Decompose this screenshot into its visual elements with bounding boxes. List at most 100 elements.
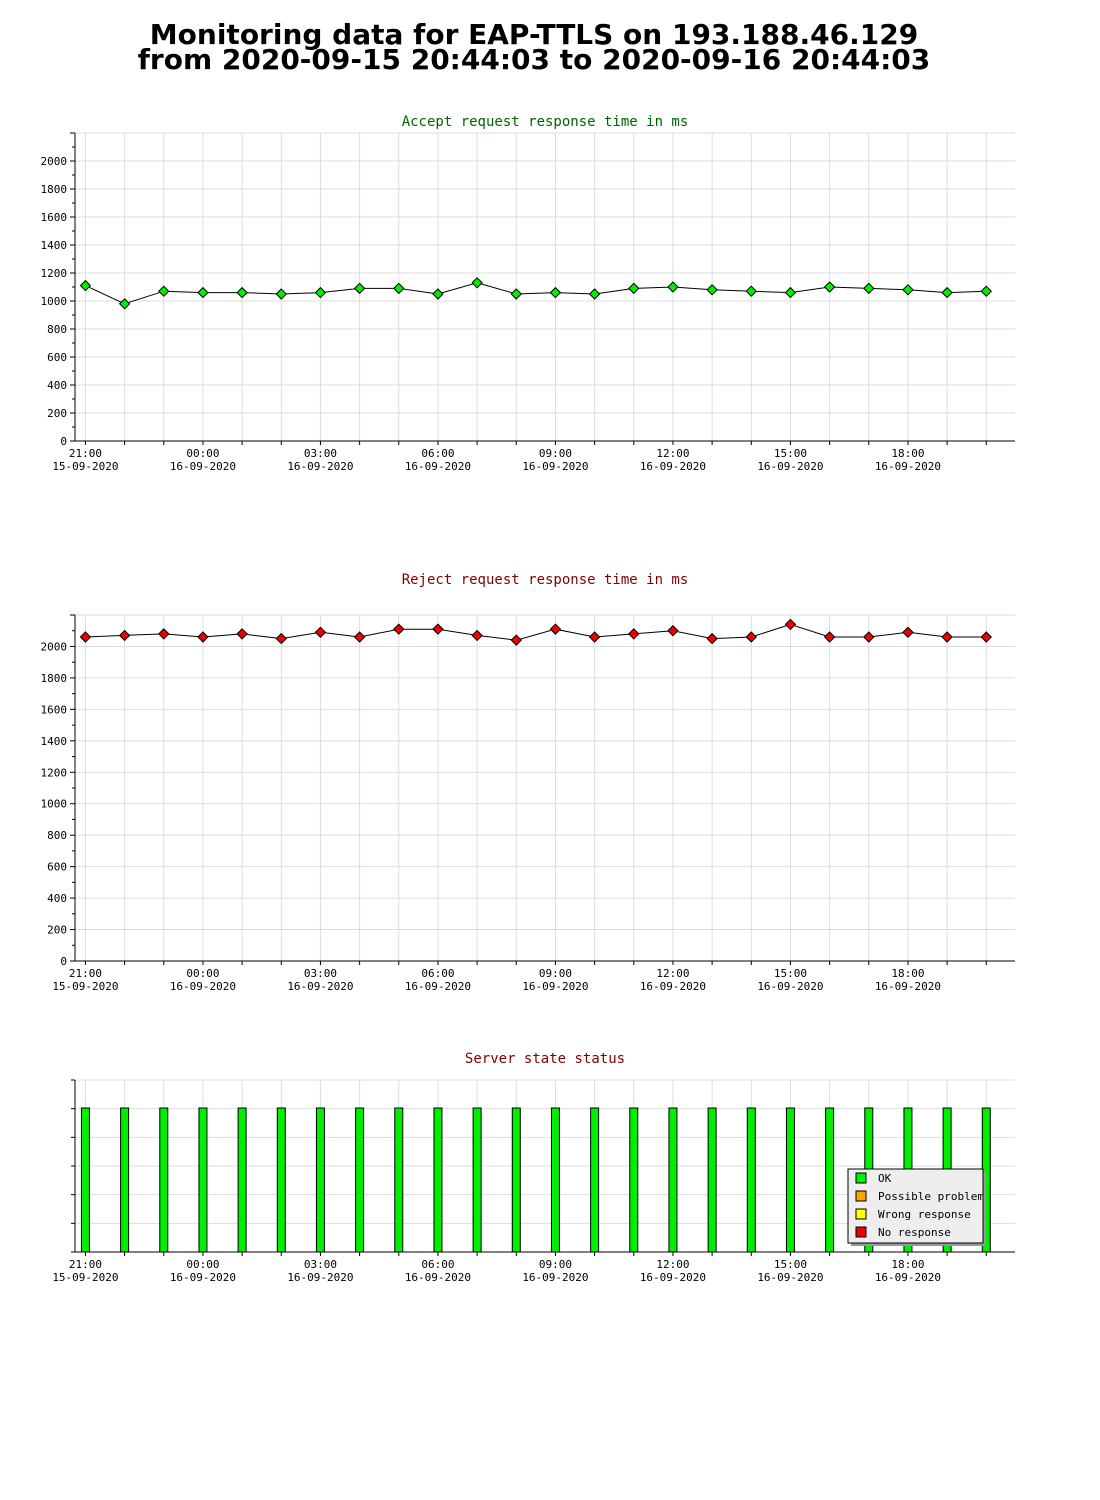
data-point bbox=[197, 286, 209, 299]
x-tick-label-date: 16-09-2020 bbox=[522, 980, 588, 993]
data-point bbox=[784, 286, 797, 299]
status-bar bbox=[394, 1107, 404, 1253]
status-bar bbox=[629, 1107, 639, 1253]
x-tick-label-time: 09:00 bbox=[539, 1258, 572, 1271]
data-point bbox=[158, 285, 170, 297]
y-tick-label: 600 bbox=[47, 351, 67, 364]
data-point bbox=[275, 288, 287, 300]
series-line bbox=[85, 623, 987, 641]
status-bar bbox=[237, 1107, 247, 1253]
y-tick-label: 1400 bbox=[41, 735, 68, 748]
data-point bbox=[941, 631, 953, 643]
x-tick-label-time: 06:00 bbox=[421, 447, 454, 460]
x-tick-label-date: 16-09-2020 bbox=[757, 460, 823, 473]
data-point bbox=[823, 631, 836, 643]
status-bar bbox=[825, 1107, 835, 1253]
x-tick-label-date: 16-09-2020 bbox=[757, 980, 823, 993]
data-point bbox=[118, 298, 131, 310]
data-point bbox=[353, 631, 366, 643]
status-bar bbox=[472, 1107, 482, 1253]
data-point bbox=[471, 629, 483, 642]
x-tick-label-date: 16-09-2020 bbox=[287, 1271, 353, 1284]
y-tick-label: 1000 bbox=[41, 798, 68, 811]
x-tick-label-date: 16-09-2020 bbox=[405, 980, 471, 993]
data-point bbox=[980, 631, 992, 643]
y-tick-label: 0 bbox=[60, 435, 67, 448]
legend-swatch bbox=[855, 1226, 867, 1238]
x-tick-label-date: 15-09-2020 bbox=[52, 1271, 118, 1284]
x-tick-label-date: 16-09-2020 bbox=[522, 460, 588, 473]
x-tick-label-time: 00:00 bbox=[186, 447, 219, 460]
data-point bbox=[432, 623, 444, 635]
data-point bbox=[823, 281, 836, 293]
data-point bbox=[667, 625, 679, 637]
status-bar bbox=[668, 1107, 678, 1253]
y-tick-label: 1800 bbox=[41, 672, 68, 685]
x-tick-label-time: 18:00 bbox=[891, 447, 924, 460]
x-tick-label-date: 15-09-2020 bbox=[52, 460, 118, 473]
status-bar bbox=[276, 1107, 286, 1253]
legend-label: No response bbox=[878, 1226, 951, 1239]
x-tick-label-date: 16-09-2020 bbox=[875, 460, 941, 473]
x-tick-label-time: 06:00 bbox=[421, 1258, 454, 1271]
y-tick-label: 2000 bbox=[41, 640, 68, 653]
y-tick-label: 800 bbox=[47, 323, 67, 336]
data-point bbox=[236, 286, 248, 299]
data-point bbox=[314, 626, 327, 639]
data-point bbox=[745, 631, 757, 643]
data-point bbox=[628, 282, 640, 295]
status-bar bbox=[511, 1107, 521, 1253]
x-tick-label-date: 16-09-2020 bbox=[287, 460, 353, 473]
page-title: Monitoring data for EAP-TTLS on 193.188.… bbox=[0, 21, 1068, 74]
x-tick-label-time: 15:00 bbox=[774, 447, 807, 460]
data-point bbox=[549, 623, 562, 635]
data-point bbox=[471, 277, 483, 289]
y-tick-label: 1200 bbox=[41, 766, 68, 779]
data-point bbox=[79, 279, 92, 292]
y-tick-label: 400 bbox=[47, 379, 67, 392]
x-tick-label-time: 03:00 bbox=[304, 967, 337, 980]
x-tick-label-date: 15-09-2020 bbox=[52, 980, 118, 993]
status-bar bbox=[120, 1107, 130, 1253]
status-bar bbox=[80, 1107, 90, 1253]
y-tick-label: 0 bbox=[60, 955, 67, 968]
data-point bbox=[432, 288, 444, 300]
data-point bbox=[980, 285, 992, 297]
status-bar bbox=[159, 1107, 169, 1253]
data-point bbox=[941, 286, 953, 299]
data-point bbox=[158, 628, 170, 640]
accept-response-chart: 21:0015-09-202000:0016-09-202003:0016-09… bbox=[41, 114, 1015, 473]
y-tick-label: 1800 bbox=[41, 183, 68, 196]
x-tick-label-time: 21:00 bbox=[69, 967, 102, 980]
x-tick-label-date: 16-09-2020 bbox=[405, 460, 471, 473]
status-bar bbox=[590, 1107, 600, 1253]
x-tick-label-time: 15:00 bbox=[774, 1258, 807, 1271]
x-tick-label-date: 16-09-2020 bbox=[757, 1271, 823, 1284]
data-point bbox=[863, 631, 875, 643]
x-tick-label-date: 16-09-2020 bbox=[170, 460, 236, 473]
y-tick-label: 200 bbox=[47, 407, 67, 420]
data-point bbox=[588, 288, 601, 300]
x-tick-label-date: 16-09-2020 bbox=[640, 460, 706, 473]
chart-title: Reject request response time in ms bbox=[402, 572, 689, 588]
x-tick-label-time: 03:00 bbox=[304, 447, 337, 460]
status-bar bbox=[746, 1107, 756, 1253]
y-tick-label: 400 bbox=[47, 892, 67, 905]
data-point bbox=[236, 628, 248, 640]
data-point bbox=[275, 632, 287, 645]
x-tick-label-date: 16-09-2020 bbox=[405, 1271, 471, 1284]
x-tick-label-date: 16-09-2020 bbox=[875, 980, 941, 993]
data-point bbox=[667, 281, 679, 293]
status-bar bbox=[550, 1107, 560, 1253]
data-point bbox=[353, 282, 366, 295]
x-tick-label-date: 16-09-2020 bbox=[170, 1271, 236, 1284]
data-point bbox=[784, 618, 797, 631]
reject-response-chart: 21:0015-09-202000:0016-09-202003:0016-09… bbox=[41, 572, 1015, 993]
chart-title: Accept request response time in ms bbox=[402, 114, 689, 130]
x-tick-label-time: 09:00 bbox=[539, 967, 572, 980]
data-point bbox=[706, 632, 718, 645]
x-tick-label-date: 16-09-2020 bbox=[640, 980, 706, 993]
legend-swatch bbox=[855, 1190, 867, 1202]
y-tick-label: 1600 bbox=[41, 703, 68, 716]
x-tick-label-date: 16-09-2020 bbox=[640, 1271, 706, 1284]
